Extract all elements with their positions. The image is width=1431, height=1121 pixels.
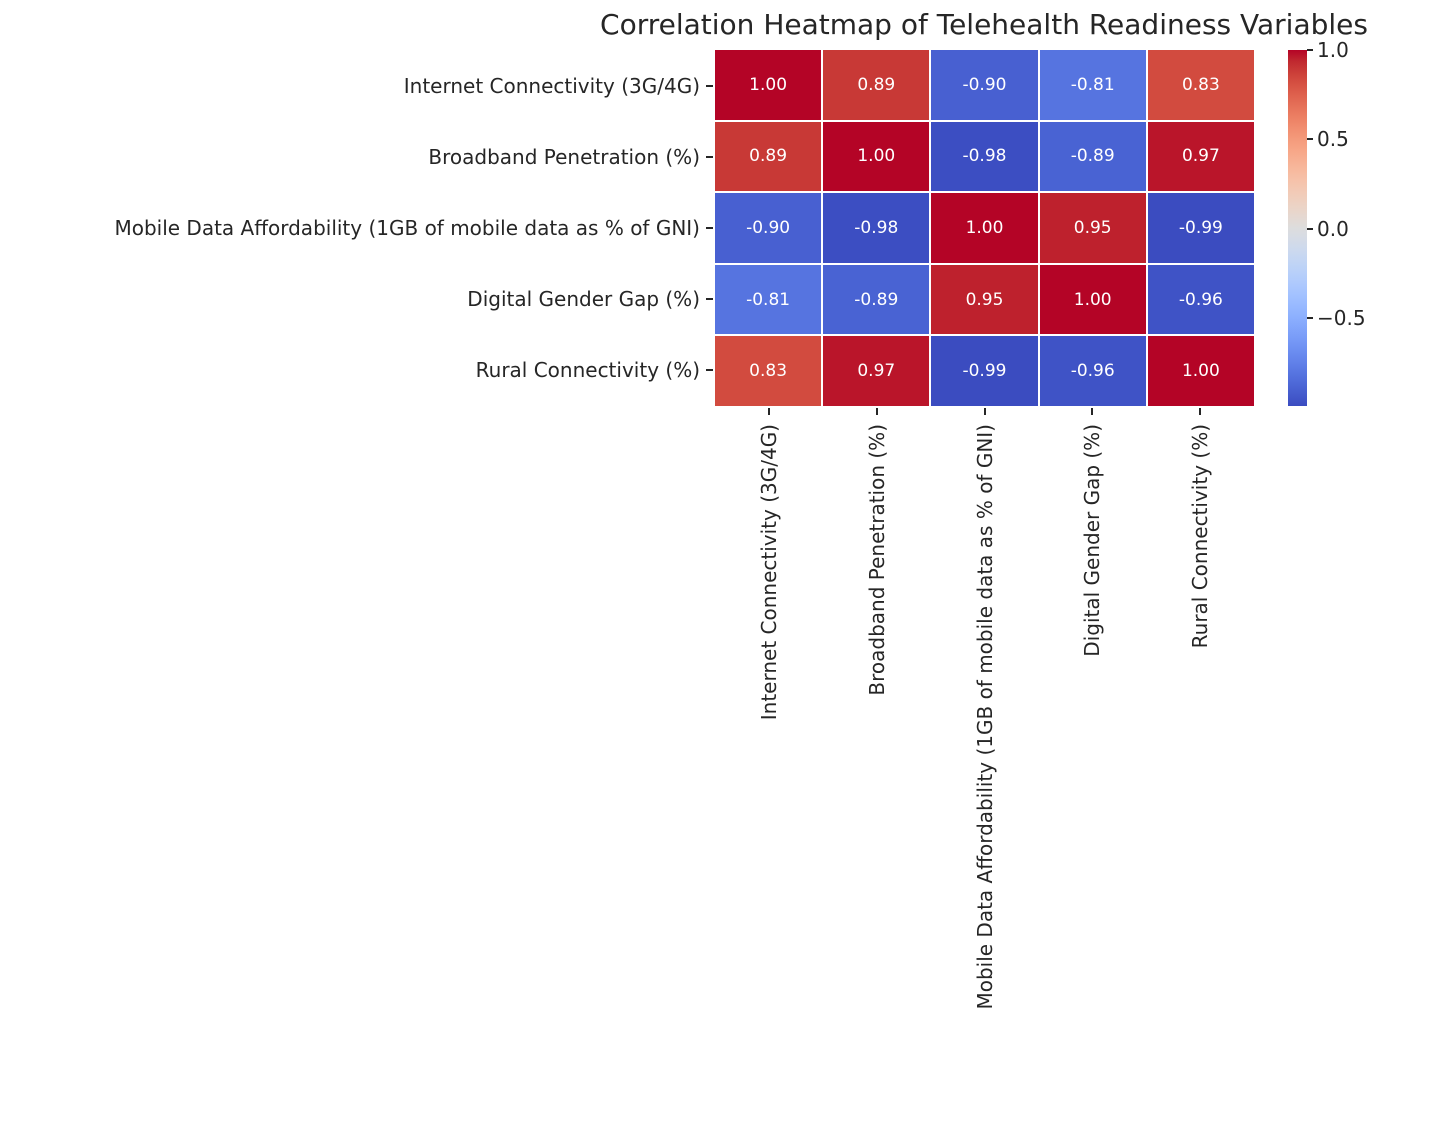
- heatmap-cell-2-1: -0.98: [823, 193, 930, 263]
- heatmap-cell-1-3: -0.89: [1039, 121, 1146, 192]
- x-axis-tick-4: [1199, 408, 1202, 415]
- heatmap-cell-0-1: 0.89: [823, 50, 930, 120]
- heatmap-cell-3-0: -0.81: [715, 264, 822, 335]
- y-axis-label-0: Internet Connectivity (3G/4G): [403, 73, 700, 98]
- heatmap-cell-4-3: -0.96: [1039, 336, 1146, 406]
- heatmap-cell-1-2: -0.98: [931, 121, 1038, 192]
- heatmap-cell-1-4: 0.97: [1147, 121, 1254, 192]
- colorbar-tick-1: [1307, 138, 1313, 141]
- heatmap-cell-2-0: -0.90: [715, 193, 822, 263]
- chart-title: Correlation Heatmap of Telehealth Readin…: [600, 8, 1368, 41]
- colorbar-tick-label-0: 1.0: [1317, 38, 1349, 62]
- y-axis-label-3: Digital Gender Gap (%): [467, 287, 700, 312]
- heatmap-cell-4-2: -0.99: [931, 336, 1038, 406]
- colorbar-tick-0: [1307, 49, 1313, 51]
- y-axis-tick-2: [706, 227, 713, 229]
- x-axis-label-2: Mobile Data Affordability (1GB of mobile…: [972, 424, 997, 1010]
- colorbar: [1288, 50, 1307, 406]
- heatmap-cell-0-0: 1.00: [715, 50, 822, 120]
- x-axis-tick-2: [983, 408, 986, 415]
- y-axis-tick-1: [706, 155, 713, 158]
- heatmap-cell-3-4: -0.96: [1147, 264, 1254, 335]
- heatmap-cell-3-2: 0.95: [931, 264, 1038, 335]
- x-axis-tick-0: [767, 408, 770, 415]
- y-axis-tick-4: [706, 369, 713, 372]
- x-axis-tick-1: [875, 408, 878, 415]
- heatmap-grid: 1.00 0.89 -0.90 -0.81 0.83 0.89 1.00 -0.98 -0.89…: [715, 50, 1254, 406]
- heatmap-cell-2-2: 1.00: [931, 193, 1038, 263]
- colorbar-tick-label-1: 0.5: [1317, 127, 1349, 152]
- x-axis-label-0: Internet Connectivity (3G/4G): [756, 424, 781, 721]
- heatmap-cell-4-0: 0.83: [715, 336, 822, 406]
- colorbar-tick-label-3: −0.5: [1317, 306, 1366, 331]
- x-axis-tick-3: [1091, 408, 1094, 415]
- y-axis-label-1: Broadband Penetration (%): [428, 144, 700, 169]
- colorbar-tick-label-2: 0.0: [1317, 216, 1349, 241]
- heatmap-cell-0-3: -0.81: [1039, 50, 1146, 120]
- y-axis-tick-3: [706, 298, 713, 301]
- heatmap-cell-3-1: -0.89: [823, 264, 930, 335]
- colorbar-tick-3: [1307, 317, 1313, 320]
- y-axis-tick-0: [706, 84, 713, 87]
- heatmap-cell-2-4: -0.99: [1147, 193, 1254, 263]
- heatmap-cell-4-4: 1.00: [1147, 336, 1254, 406]
- heatmap-cell-2-3: 0.95: [1039, 193, 1146, 263]
- heatmap-cell-4-1: 0.97: [823, 336, 930, 406]
- heatmap-cell-0-4: 0.83: [1147, 50, 1254, 120]
- x-axis-label-1: Broadband Penetration (%): [864, 424, 889, 696]
- colorbar-tick-2: [1307, 227, 1313, 230]
- y-axis-label-4: Rural Connectivity (%): [475, 358, 700, 383]
- heatmap-cell-3-3: 1.00: [1039, 264, 1146, 335]
- x-axis-label-3: Digital Gender Gap (%): [1080, 424, 1105, 657]
- x-axis-label-4: Rural Connectivity (%): [1188, 424, 1213, 649]
- heatmap-cell-0-2: -0.90: [931, 50, 1038, 120]
- heatmap-cell-1-0: 0.89: [715, 121, 822, 192]
- y-axis-label-2: Mobile Data Affordability (1GB of mobile…: [114, 216, 700, 240]
- heatmap-cell-1-1: 1.00: [823, 121, 930, 192]
